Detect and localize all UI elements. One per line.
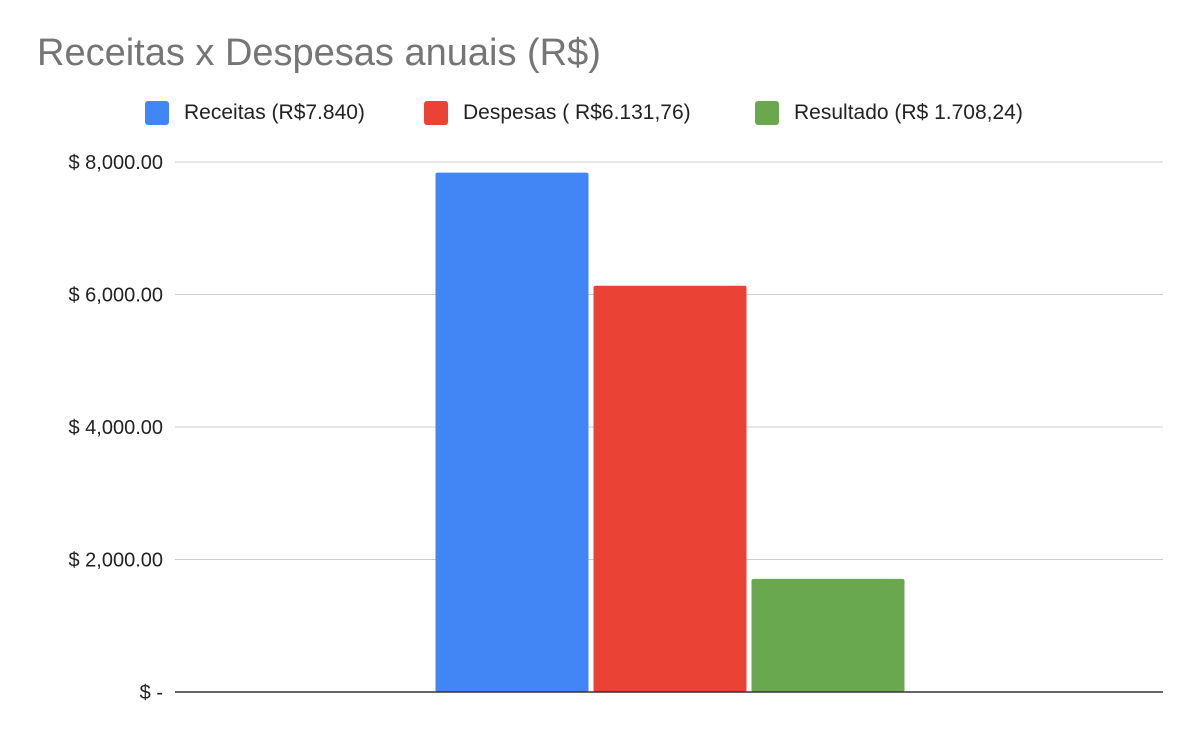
legend-swatch-resultado	[755, 101, 779, 125]
y-tick-label: $ 8,000.00	[68, 152, 163, 174]
legend-item-resultado[interactable]: Resultado (R$ 1.708,24)	[755, 98, 1023, 128]
y-tick-label: $ -	[140, 682, 163, 704]
legend-swatch-receitas	[145, 101, 169, 125]
legend-label-despesas: Despesas ( R$6.131,76)	[463, 101, 691, 124]
bar-receitas[interactable]	[435, 172, 589, 693]
chart-title: Receitas x Despesas anuais (R$)	[37, 32, 601, 74]
legend-label-receitas: Receitas (R$7.840)	[184, 101, 365, 124]
legend: Receitas (R$7.840) Despesas ( R$6.131,76…	[0, 98, 1200, 128]
legend-swatch-despesas	[424, 101, 448, 125]
y-tick-label: $ 4,000.00	[68, 417, 163, 439]
bar-despesas[interactable]	[593, 285, 747, 692]
bar-resultado[interactable]	[751, 578, 905, 692]
y-tick-label: $ 2,000.00	[68, 550, 163, 572]
legend-item-despesas[interactable]: Despesas ( R$6.131,76)	[424, 98, 691, 128]
legend-label-resultado: Resultado (R$ 1.708,24)	[794, 101, 1023, 124]
legend-item-receitas[interactable]: Receitas (R$7.840)	[145, 98, 365, 128]
y-tick-label: $ 6,000.00	[68, 285, 163, 307]
